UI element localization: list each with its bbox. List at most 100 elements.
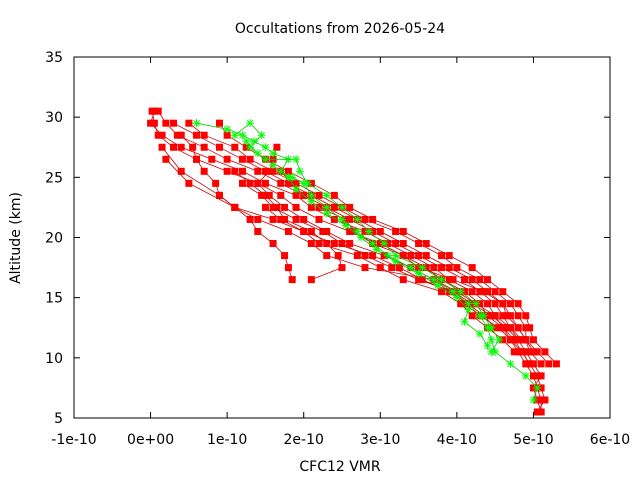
data-point	[483, 341, 492, 350]
x-tick-label: 6e-10	[590, 432, 630, 448]
data-point	[399, 227, 407, 235]
series-2	[154, 107, 545, 416]
data-point	[487, 312, 495, 320]
data-point	[292, 179, 300, 187]
data-point	[158, 131, 166, 139]
data-point	[292, 185, 301, 194]
data-point	[150, 119, 158, 127]
data-point	[468, 288, 476, 296]
data-point	[383, 251, 392, 260]
data-point	[353, 252, 361, 260]
data-point	[246, 155, 254, 163]
data-point	[150, 107, 158, 115]
data-point	[230, 131, 239, 140]
data-point	[418, 263, 427, 272]
data-point	[258, 191, 266, 199]
y-tick-label: 30	[45, 110, 63, 126]
data-point	[376, 264, 384, 272]
data-point	[246, 179, 254, 187]
data-point	[238, 167, 246, 175]
data-point	[238, 179, 246, 187]
y-tick-label: 20	[45, 231, 63, 247]
y-tick-label: 5	[54, 411, 63, 427]
data-point	[537, 396, 545, 404]
data-point	[162, 119, 170, 127]
data-point	[418, 276, 426, 284]
data-point	[295, 167, 304, 176]
x-tick-label: 4e-10	[437, 432, 477, 448]
data-point	[391, 251, 400, 260]
data-point	[506, 312, 514, 320]
data-point	[449, 276, 457, 284]
data-point	[464, 305, 473, 314]
data-point	[433, 281, 442, 290]
data-point	[453, 264, 461, 272]
data-point	[369, 252, 377, 260]
data-point	[461, 276, 469, 284]
data-point	[422, 240, 430, 248]
data-point	[537, 360, 545, 368]
data-point	[445, 252, 453, 260]
data-point	[323, 227, 331, 235]
data-point	[273, 203, 281, 211]
data-point	[437, 275, 446, 284]
data-point	[307, 203, 315, 211]
data-point	[468, 312, 476, 320]
data-point	[307, 227, 315, 235]
data-point	[284, 179, 292, 187]
data-point	[269, 167, 277, 175]
data-point	[521, 371, 530, 380]
data-point	[254, 227, 262, 235]
data-point	[541, 348, 549, 356]
data-point	[399, 276, 407, 284]
data-point	[392, 240, 400, 248]
x-tick-label: 5e-10	[513, 432, 553, 448]
data-point	[545, 360, 553, 368]
data-point	[292, 191, 300, 199]
data-point	[162, 155, 170, 163]
series-16	[242, 137, 492, 350]
data-point	[510, 336, 518, 344]
data-point	[177, 167, 185, 175]
data-point	[452, 293, 461, 302]
data-point	[503, 324, 511, 332]
data-point	[170, 119, 178, 127]
data-point	[487, 335, 496, 344]
data-point	[438, 252, 446, 260]
data-point	[300, 215, 308, 223]
data-point	[249, 137, 258, 146]
data-point	[200, 143, 208, 151]
data-point	[215, 143, 223, 151]
data-point	[537, 372, 545, 380]
data-point	[464, 299, 473, 308]
x-tick-label: 2e-10	[284, 432, 324, 448]
data-point	[346, 215, 354, 223]
data-point	[514, 324, 522, 332]
data-point	[193, 155, 201, 163]
data-point	[238, 131, 247, 140]
data-point	[533, 372, 541, 380]
series-8	[162, 155, 518, 356]
data-point	[529, 372, 537, 380]
data-point	[514, 312, 522, 320]
series-line	[234, 170, 343, 280]
data-point	[261, 143, 270, 152]
data-point	[334, 252, 342, 260]
data-point	[322, 203, 331, 212]
data-point	[330, 191, 338, 199]
data-point	[330, 240, 338, 248]
y-tick-label: 10	[45, 351, 63, 367]
data-point	[460, 317, 469, 326]
data-point	[307, 240, 315, 248]
data-point	[215, 191, 223, 199]
data-point	[200, 167, 208, 175]
data-point	[391, 257, 400, 266]
data-point	[338, 203, 346, 212]
data-point	[158, 143, 166, 151]
data-point	[491, 300, 499, 308]
data-point	[376, 227, 384, 235]
data-point	[514, 348, 522, 356]
data-point	[346, 227, 354, 235]
data-point	[192, 119, 201, 128]
data-point	[483, 276, 491, 284]
